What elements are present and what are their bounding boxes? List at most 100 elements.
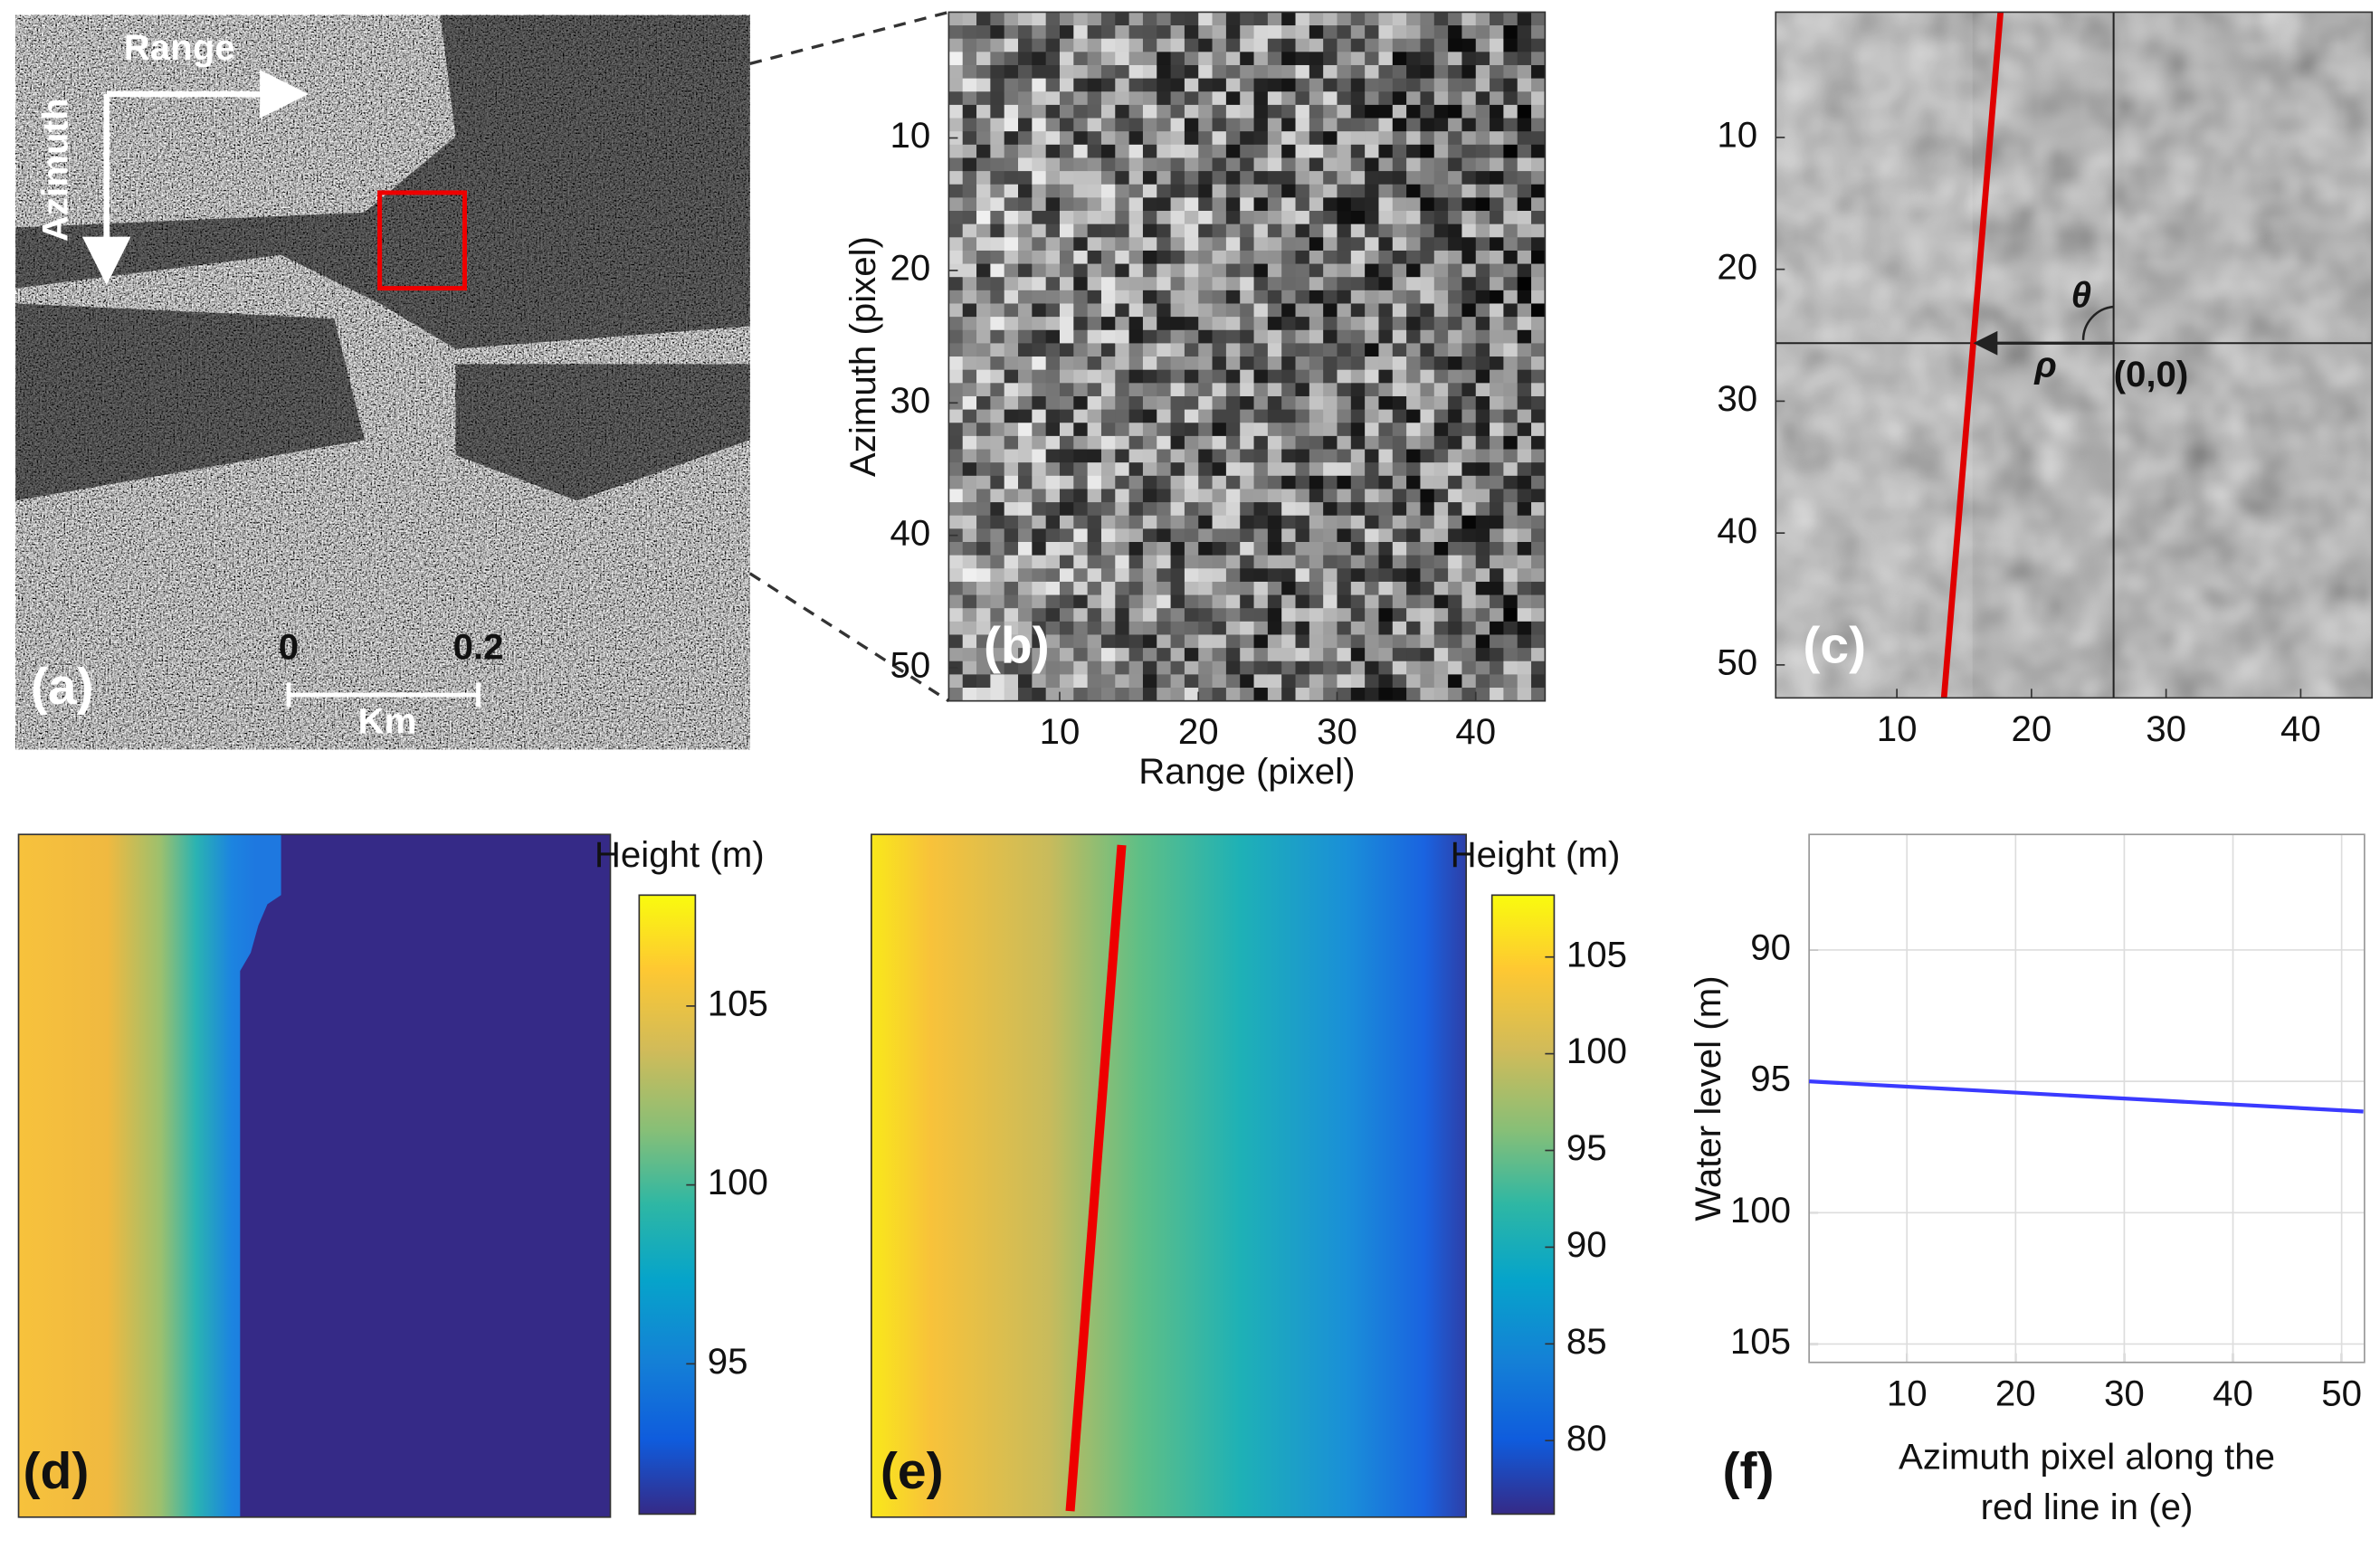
pixel — [990, 171, 1005, 185]
pixel — [1198, 104, 1214, 119]
pixel — [1198, 435, 1214, 451]
pixel — [1420, 515, 1435, 529]
pixel — [1212, 78, 1227, 92]
pixel — [1531, 660, 1546, 675]
pixel — [1045, 594, 1061, 609]
pixel — [1281, 317, 1297, 331]
pixel — [1240, 52, 1255, 66]
pixel — [1073, 131, 1089, 146]
pixel — [1475, 237, 1490, 252]
pixel — [1157, 52, 1172, 66]
pixel — [1157, 395, 1172, 411]
pixel — [1406, 515, 1421, 529]
pixel — [1198, 581, 1214, 596]
pixel — [1433, 78, 1449, 92]
pixel — [1212, 621, 1227, 635]
pixel — [1032, 449, 1047, 463]
pixel — [1018, 52, 1033, 66]
pixel — [1198, 184, 1214, 198]
pixel — [1461, 409, 1477, 423]
pixel — [1225, 568, 1241, 583]
pixel — [1503, 688, 1518, 702]
pixel — [1073, 621, 1089, 635]
pixel — [1059, 356, 1074, 371]
pixel — [1198, 621, 1214, 635]
pixel — [1378, 184, 1394, 198]
pixel — [1253, 250, 1269, 265]
pixel — [1198, 660, 1214, 675]
pixel — [1100, 435, 1116, 451]
pixel — [1490, 383, 1504, 397]
pixel — [1420, 581, 1435, 596]
pixel — [1170, 581, 1185, 596]
pixel — [1170, 52, 1185, 66]
pixel — [1212, 435, 1227, 451]
pixel — [962, 674, 977, 689]
pixel — [1184, 528, 1199, 543]
pixel — [1045, 475, 1061, 489]
pixel — [1503, 356, 1518, 371]
pixel — [1240, 343, 1255, 357]
pixel — [1433, 409, 1449, 423]
pixel — [1059, 343, 1074, 357]
pixel — [1032, 621, 1047, 635]
pixel — [1461, 608, 1477, 622]
pixel — [1267, 12, 1282, 26]
pixel — [948, 211, 964, 225]
pixel — [1157, 608, 1172, 622]
pixel — [1281, 369, 1297, 384]
pixel — [990, 38, 1005, 52]
pixel — [1420, 91, 1435, 106]
pixel — [1240, 462, 1255, 477]
pixel — [1448, 197, 1462, 212]
pixel — [1517, 329, 1532, 344]
pixel — [1406, 157, 1421, 172]
pixel — [1240, 104, 1255, 119]
pixel — [1059, 581, 1074, 596]
pixel — [948, 423, 964, 437]
pixel — [1170, 660, 1185, 675]
pixel — [1018, 528, 1033, 543]
pixel — [1281, 435, 1297, 451]
pixel — [1045, 688, 1061, 702]
pixel — [1350, 157, 1366, 172]
pixel — [1115, 171, 1130, 185]
blurred-image — [1775, 12, 2373, 698]
pixel — [1004, 329, 1019, 344]
pixel — [1087, 317, 1102, 331]
pixel — [1365, 475, 1379, 489]
pixel — [1448, 489, 1462, 503]
pixel — [948, 489, 964, 503]
pixel — [1323, 369, 1338, 384]
pixel — [1350, 634, 1366, 649]
pixel — [1490, 489, 1504, 503]
pixel — [1490, 184, 1504, 198]
pixel — [1045, 290, 1061, 304]
colorbar-tick-label: 100 — [708, 1162, 768, 1202]
pixel — [1157, 211, 1172, 225]
pixel — [1115, 660, 1130, 675]
pixel — [1184, 171, 1199, 185]
pixel — [1378, 555, 1394, 569]
pixel — [1281, 356, 1297, 371]
pixel — [1115, 197, 1130, 212]
pixel — [1004, 383, 1019, 397]
pixel — [1142, 648, 1157, 662]
pixel — [1128, 409, 1144, 423]
pixel — [1212, 568, 1227, 583]
pixel — [1475, 277, 1490, 291]
pixel — [1100, 462, 1116, 477]
pixel — [1253, 171, 1269, 185]
pixel — [1073, 542, 1089, 556]
x-tick-label: 30 — [1317, 711, 1357, 752]
pixel — [1490, 329, 1504, 344]
pixel — [1087, 608, 1102, 622]
pixel — [1267, 423, 1282, 437]
pixel — [1475, 634, 1490, 649]
pixel — [1461, 634, 1477, 649]
pixel — [1045, 383, 1061, 397]
pixel — [1253, 277, 1269, 291]
pixel — [1128, 78, 1144, 92]
pixel — [1045, 489, 1061, 503]
pixel — [1337, 131, 1352, 146]
